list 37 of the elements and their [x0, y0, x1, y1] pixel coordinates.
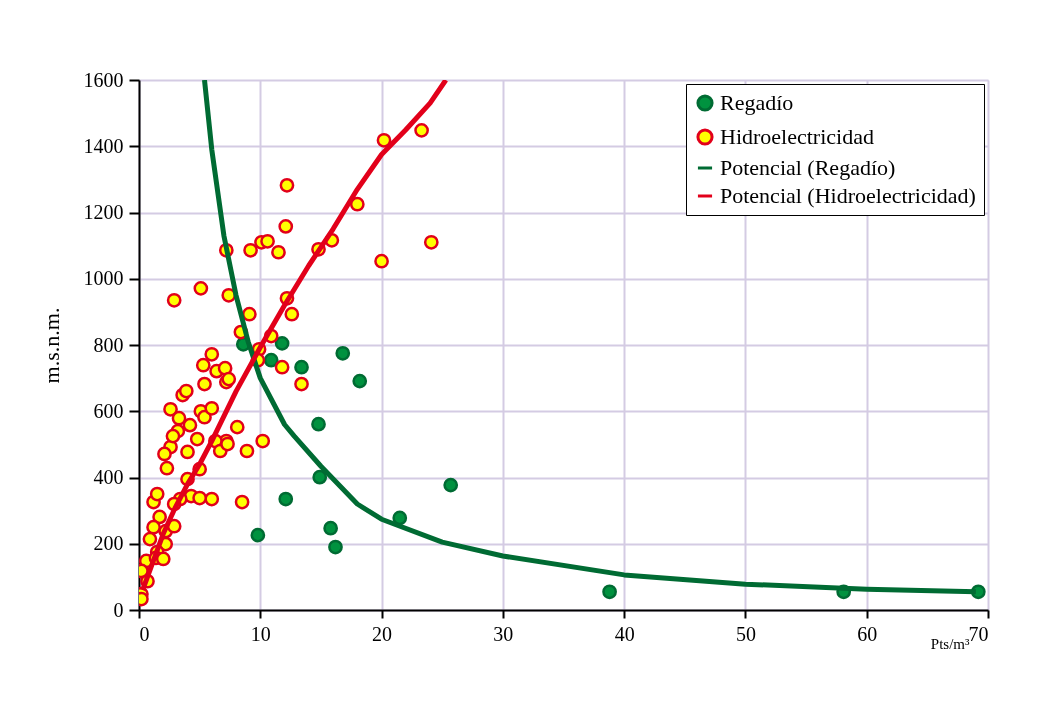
- y-tick-label: 1200: [83, 201, 124, 223]
- x-tick-label: 50: [735, 622, 756, 645]
- x-tick-label: 0: [139, 622, 150, 645]
- point: [311, 416, 326, 432]
- point: [312, 469, 328, 485]
- x-axis-title: Pts/m³: [930, 635, 970, 652]
- point: [352, 373, 368, 389]
- x-tick-label: 40: [614, 622, 635, 645]
- point: [278, 491, 294, 507]
- y-tick-label: 0: [113, 598, 124, 621]
- point: [602, 584, 617, 600]
- y-axis-title: m.s.n.m.: [38, 307, 64, 384]
- legend-label: Potencial (Hidroelectricidad): [720, 183, 976, 208]
- point: [274, 335, 290, 351]
- legend-label: Potencial (Regadío): [720, 155, 896, 180]
- x-tick-label: 60: [857, 622, 878, 645]
- y-tick-label: 200: [93, 532, 124, 555]
- point: [443, 477, 459, 493]
- y-tick-label: 600: [93, 399, 124, 422]
- x-tick-label: 30: [493, 622, 514, 645]
- y-tick-label: 800: [93, 333, 124, 356]
- x-tick-label: 70: [968, 622, 989, 645]
- y-tick-label: 1400: [83, 134, 124, 157]
- x-tick-label: 20: [372, 622, 393, 645]
- y-tick-label: 1600: [83, 68, 124, 91]
- point: [250, 527, 266, 543]
- point: [323, 520, 339, 536]
- y-tick-label: 400: [93, 466, 124, 488]
- point: [392, 510, 408, 526]
- y-tick-label: 1000: [83, 267, 124, 290]
- legend-label: Hidroelectricidad: [720, 124, 874, 149]
- point: [263, 352, 279, 368]
- point: [335, 345, 351, 361]
- x-tick-label: 10: [250, 622, 271, 645]
- legend-label: Regadío: [720, 90, 794, 115]
- point: [294, 359, 309, 375]
- point: [328, 539, 343, 555]
